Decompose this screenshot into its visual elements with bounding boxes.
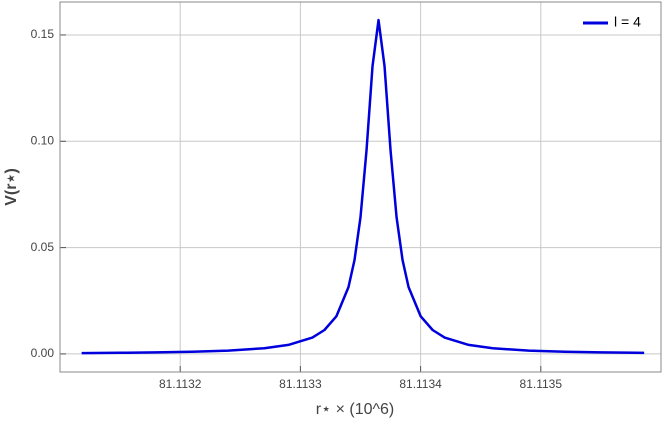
y-axis-label: V(r⋆) bbox=[3, 168, 20, 206]
plot-frame bbox=[59, 1, 662, 373]
y-tick-label: 0.00 bbox=[31, 346, 55, 360]
x-tick-label: 81.1134 bbox=[399, 377, 442, 391]
x-tick-label: 81.1135 bbox=[520, 377, 563, 391]
x-axis-label: r⋆ × (10^6) bbox=[316, 401, 394, 418]
y-tick-label: 0.15 bbox=[31, 27, 55, 41]
legend-label: l = 4 bbox=[614, 14, 641, 30]
y-tick-label: 0.10 bbox=[31, 133, 55, 147]
line-series bbox=[81, 18, 645, 355]
x-tick-label: 81.1133 bbox=[279, 377, 322, 391]
y-tick-label: 0.05 bbox=[31, 240, 55, 254]
x-tick-label: 81.1132 bbox=[159, 377, 202, 391]
